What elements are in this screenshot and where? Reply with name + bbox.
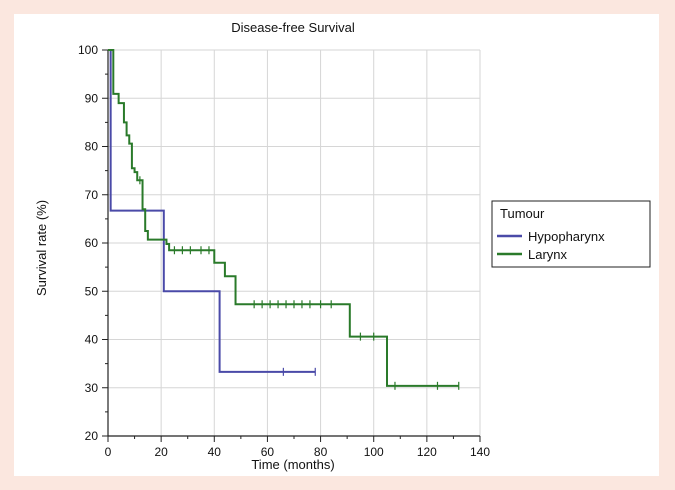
chart-title: Disease-free Survival xyxy=(231,20,355,35)
y-tick-label: 80 xyxy=(85,140,99,154)
x-tick-label: 100 xyxy=(364,445,384,459)
legend-title: Tumour xyxy=(500,206,545,221)
series-layer xyxy=(108,49,460,390)
legend-label-hypopharynx: Hypopharynx xyxy=(528,229,605,244)
x-tick-label: 0 xyxy=(105,445,112,459)
survival-chart: Disease-free Survival 0 20 40 60 80 100 120 140… xyxy=(34,20,651,472)
y-tick-label: 100 xyxy=(78,43,98,57)
y-tick-label: 20 xyxy=(85,429,99,443)
x-axis-ticks: 0 20 40 60 80 100 120 140 xyxy=(105,436,490,459)
x-tick-label: 20 xyxy=(154,445,168,459)
x-axis-title: Time (months) xyxy=(251,457,334,472)
x-tick-label: 60 xyxy=(261,445,275,459)
chart-panel: Disease-free Survival 0 20 40 60 80 100 120 140… xyxy=(14,14,659,476)
y-tick-label: 50 xyxy=(85,284,99,298)
series-line-larynx xyxy=(108,49,459,387)
x-tick-label: 140 xyxy=(470,445,490,459)
legend-label-larynx: Larynx xyxy=(528,247,568,262)
y-axis-ticks: 20 30 40 50 60 70 80 90 100 xyxy=(78,43,108,443)
x-tick-label: 120 xyxy=(417,445,437,459)
y-tick-label: 60 xyxy=(85,236,99,250)
y-tick-label: 70 xyxy=(85,188,99,202)
legend-box xyxy=(491,200,651,268)
x-tick-label: 80 xyxy=(314,445,328,459)
y-axis-title: Survival rate (%) xyxy=(34,200,49,296)
y-tick-label: 40 xyxy=(85,333,99,347)
x-tick-label: 40 xyxy=(208,445,222,459)
series-line-hypopharynx xyxy=(108,49,316,373)
y-tick-label: 90 xyxy=(85,91,99,105)
y-tick-label: 30 xyxy=(85,381,99,395)
legend: Tumour Hypopharynx Larynx xyxy=(491,200,651,268)
